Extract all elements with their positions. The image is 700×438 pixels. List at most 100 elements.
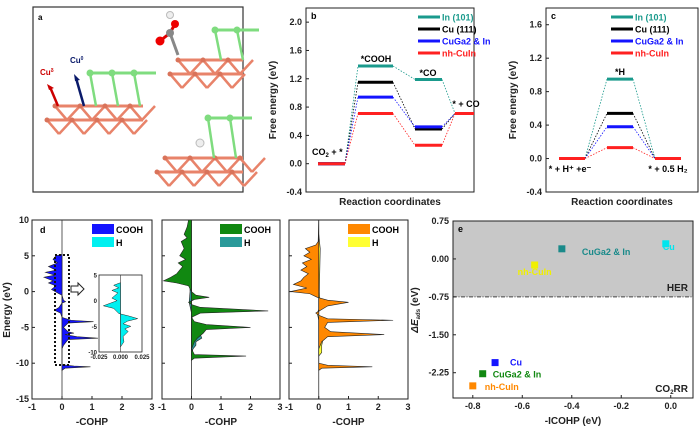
- connector-line: [632, 126, 656, 159]
- legend-swatch: [92, 237, 114, 247]
- her-region-shade: [453, 221, 693, 297]
- x-tick-label: 0: [316, 402, 321, 412]
- bond: [108, 119, 123, 135]
- connector-line: [441, 113, 456, 146]
- legend-swatch: [348, 237, 370, 247]
- bond: [213, 29, 223, 61]
- legend-swatch: [348, 224, 370, 234]
- bond: [243, 171, 258, 187]
- legend-label: In (101): [635, 13, 667, 23]
- cohp-area-cooh: [290, 219, 394, 371]
- cooh-adsorbate: [155, 11, 180, 56]
- panel-label: c: [551, 11, 556, 21]
- y-tick-label: 0.0: [289, 159, 302, 169]
- bond: [133, 119, 148, 135]
- y-tick-label: 1.2: [529, 53, 542, 63]
- x-tick-label: -0.4: [564, 401, 580, 411]
- bond: [228, 117, 238, 159]
- co2rr-a: CO: [655, 384, 670, 395]
- cu-atom: [229, 169, 235, 175]
- bond: [227, 59, 241, 75]
- y-label-unit: (eV): [410, 287, 421, 309]
- x-axis-label: Reaction coordinates: [571, 197, 673, 208]
- legend-label: CuGa2 & In: [442, 37, 491, 47]
- scatter-point: [531, 261, 539, 269]
- step-label: * + 0.5 H₂: [648, 164, 687, 174]
- x-tick-label: 1: [218, 402, 223, 412]
- axes-frame: [452, 220, 694, 399]
- in-atom: [130, 69, 138, 77]
- y-label-main: ΔE: [410, 319, 421, 334]
- connector-line: [392, 113, 416, 146]
- step-label: *COOH: [361, 54, 392, 64]
- y-axis-label: Free energy (eV): [508, 61, 519, 139]
- y-tick-label: 0.4: [529, 120, 542, 130]
- inset-y-tick-label: 5: [94, 274, 98, 280]
- bond: [214, 59, 229, 75]
- x-tick-label: 0: [59, 402, 64, 412]
- inset-x-tick-label: 0.025: [134, 355, 150, 361]
- scatter-point: [479, 370, 487, 378]
- y-tick-label: 0.00: [431, 254, 449, 264]
- cu-atom: [127, 103, 133, 109]
- bond: [177, 59, 191, 75]
- region-label-her: HER: [667, 283, 689, 294]
- inset-y-tick-label: -10: [88, 351, 97, 357]
- bond: [193, 171, 208, 187]
- x-axis-label: -ICOHP (eV): [545, 416, 602, 427]
- co2rr-b: RR: [674, 384, 689, 395]
- y-tick-label: 2.0: [289, 17, 302, 27]
- x-tick-label: 2: [119, 402, 124, 412]
- co2-text: CO: [312, 147, 326, 157]
- cu-atom: [175, 57, 181, 63]
- region-label-co2rr: CO2RR: [655, 384, 689, 396]
- y-tick-label: -2.25: [428, 368, 449, 378]
- cu-atom: [187, 155, 193, 161]
- step-label: * + CO: [452, 99, 479, 109]
- inset-cohp-area-h: [102, 282, 139, 348]
- connector-line: [441, 113, 456, 128]
- bond: [110, 72, 120, 107]
- axes-frame: [305, 7, 475, 193]
- in-atom: [233, 26, 241, 34]
- point-label: nh-CuIn: [485, 382, 519, 392]
- connector-line: [584, 113, 608, 159]
- inset-y-tick-label: -5: [92, 325, 98, 331]
- inset-x-tick-label: -0.025: [90, 355, 108, 361]
- x-tick-label: 3: [149, 402, 154, 412]
- x-tick-label: 2: [248, 402, 253, 412]
- bond: [206, 73, 221, 89]
- legend-swatch: [92, 224, 114, 234]
- bond: [129, 105, 143, 121]
- y-tick-label: 0.8: [289, 102, 302, 112]
- connector-line: [632, 78, 656, 159]
- bond: [251, 157, 266, 173]
- y-label-sub: ads: [416, 308, 422, 319]
- scatter-point: [469, 382, 477, 390]
- bond: [201, 157, 216, 173]
- bond: [71, 119, 85, 135]
- slab-structure: [44, 26, 266, 187]
- bond: [164, 157, 178, 173]
- bond: [116, 105, 131, 121]
- cu-atom: [44, 117, 50, 123]
- bond: [239, 59, 254, 75]
- cu-atom: [217, 71, 223, 77]
- bond: [219, 73, 233, 89]
- y-tick-label: 1.6: [529, 20, 542, 30]
- bond: [231, 73, 246, 89]
- x-tick-label: 1: [89, 402, 94, 412]
- legend-label: CuGa2 & In: [635, 37, 684, 47]
- cu-atom: [102, 103, 108, 109]
- legend-swatch: [220, 237, 242, 247]
- cu-delta-label: Cuδ: [40, 68, 54, 77]
- bond: [214, 157, 228, 173]
- scatter-point: [558, 245, 566, 253]
- legend-label: Cu (111): [635, 25, 670, 35]
- scatter-point: [491, 359, 499, 367]
- legend-label: COOH: [372, 225, 399, 235]
- step-label: *H: [615, 67, 625, 77]
- bond: [231, 171, 245, 187]
- legend-label: COOH: [116, 225, 143, 235]
- panel-e: -0.8 -0.6 -0.4 -0.2 0.0 0.75 0.00 -0.75 -1.50 -2.…: [410, 216, 694, 427]
